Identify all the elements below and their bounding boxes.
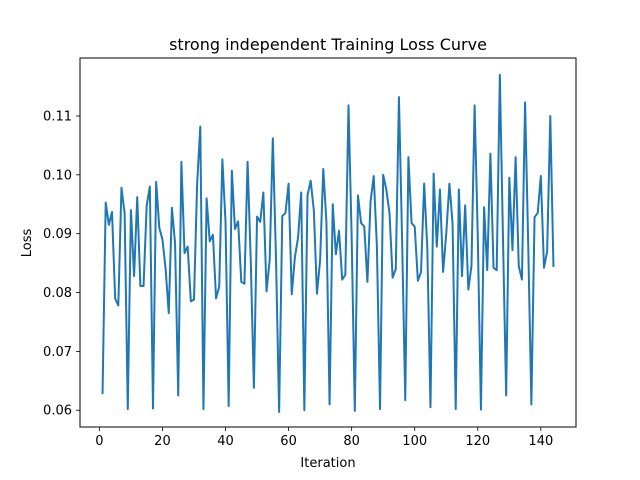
x-axis-ticks: 0 20 40 60 80 100 120 140 <box>95 427 553 449</box>
x-tick-label: 80 <box>343 434 360 449</box>
x-tick-label: 140 <box>528 434 553 449</box>
y-tick-label: 0.08 <box>43 286 72 301</box>
y-axis-ticks: 0.06 0.07 0.08 0.09 0.10 0.11 <box>43 109 80 419</box>
loss-series-line <box>101 73 555 413</box>
x-tick-label: 20 <box>154 434 171 449</box>
y-tick-label: 0.09 <box>43 227 72 242</box>
y-tick-label: 0.07 <box>43 345 72 360</box>
y-tick-label: 0.11 <box>43 109 72 124</box>
x-axis-label: Iteration <box>300 456 355 471</box>
y-tick-label: 0.10 <box>43 168 72 183</box>
x-tick-label: 60 <box>280 434 297 449</box>
chart-title: strong independent Training Loss Curve <box>169 35 487 54</box>
axes-frame <box>79 57 577 428</box>
x-tick-label: 40 <box>217 434 234 449</box>
x-tick-label: 100 <box>402 434 427 449</box>
x-tick-label: 0 <box>95 434 103 449</box>
x-tick-label: 120 <box>465 434 490 449</box>
y-tick-label: 0.06 <box>43 404 72 419</box>
plot-area <box>101 73 555 413</box>
y-axis-label: Loss <box>20 229 35 258</box>
